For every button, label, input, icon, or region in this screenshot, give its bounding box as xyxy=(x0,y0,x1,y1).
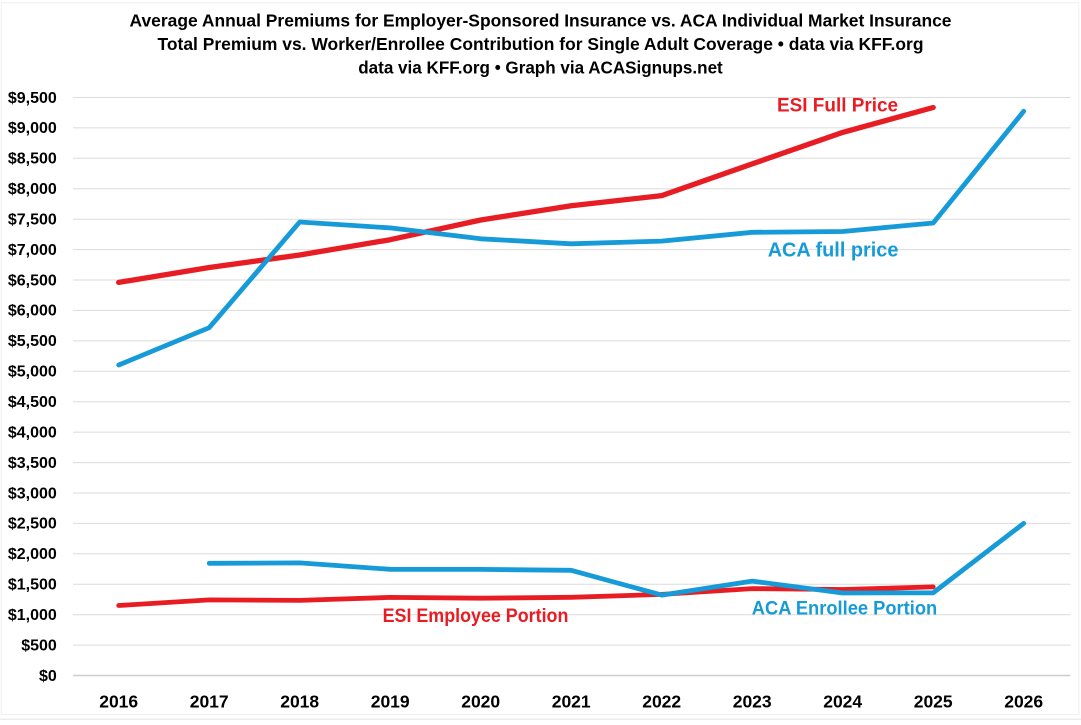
svg-text:2018: 2018 xyxy=(280,692,319,712)
svg-text:$9,500: $9,500 xyxy=(8,90,57,107)
svg-text:2021: 2021 xyxy=(552,692,591,712)
svg-text:$3,000: $3,000 xyxy=(8,485,57,502)
svg-text:2025: 2025 xyxy=(914,692,953,712)
svg-text:2022: 2022 xyxy=(642,692,681,712)
svg-text:ACA full price: ACA full price xyxy=(768,240,899,262)
svg-text:2024: 2024 xyxy=(823,692,862,712)
svg-text:2026: 2026 xyxy=(1004,692,1043,712)
svg-text:$3,500: $3,500 xyxy=(8,455,57,472)
svg-text:$5,000: $5,000 xyxy=(8,364,57,381)
svg-text:$4,500: $4,500 xyxy=(8,394,57,411)
svg-text:$8,500: $8,500 xyxy=(8,151,57,168)
svg-text:Average Annual Premiums for Em: Average Annual Premiums for Employer-Spo… xyxy=(130,10,952,30)
svg-text:2023: 2023 xyxy=(733,692,772,712)
svg-text:$4,000: $4,000 xyxy=(8,424,57,441)
svg-text:$7,000: $7,000 xyxy=(8,242,57,259)
svg-text:2020: 2020 xyxy=(461,692,500,712)
svg-text:ESI Employee Portion: ESI Employee Portion xyxy=(383,605,569,627)
svg-text:Total Premium vs. Worker/Enrol: Total Premium vs. Worker/Enrollee Contri… xyxy=(158,34,924,54)
svg-text:$7,500: $7,500 xyxy=(8,212,57,229)
svg-text:$6,500: $6,500 xyxy=(8,272,57,289)
svg-text:2017: 2017 xyxy=(190,692,229,712)
svg-text:$1,500: $1,500 xyxy=(8,577,57,594)
svg-text:$500: $500 xyxy=(21,637,57,654)
svg-text:ACA Enrollee Portion: ACA Enrollee Portion xyxy=(752,598,937,620)
svg-text:$2,000: $2,000 xyxy=(8,546,57,563)
svg-text:2019: 2019 xyxy=(371,692,410,712)
svg-text:$5,500: $5,500 xyxy=(8,333,57,350)
svg-text:$8,000: $8,000 xyxy=(8,181,57,198)
svg-text:$1,000: $1,000 xyxy=(8,607,57,624)
svg-text:$9,000: $9,000 xyxy=(8,120,57,137)
svg-text:ESI Full Price: ESI Full Price xyxy=(777,94,898,116)
svg-text:$0: $0 xyxy=(39,668,57,685)
svg-text:2016: 2016 xyxy=(99,692,138,712)
svg-text:$6,000: $6,000 xyxy=(8,303,57,320)
svg-text:$2,500: $2,500 xyxy=(8,516,57,533)
svg-text:data via KFF.org • Graph via A: data via KFF.org • Graph via ACASignups.… xyxy=(358,58,723,78)
